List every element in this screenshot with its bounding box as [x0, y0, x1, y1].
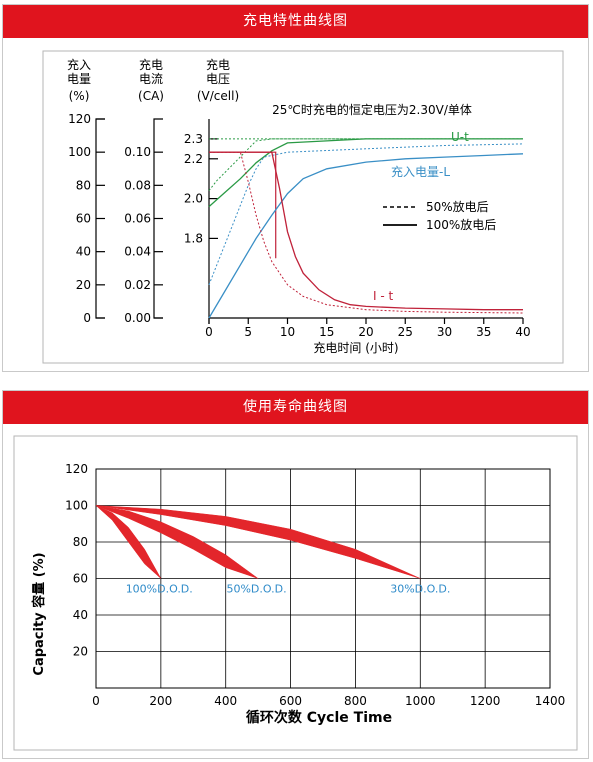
current-tick-label: 0.06 [124, 212, 151, 226]
current-axis-header-2: 电流 [139, 72, 163, 86]
soc-axis-header-2: 电量 [67, 72, 91, 86]
time-tick-label: 40 [515, 325, 530, 339]
life-x-tick-label: 400 [214, 694, 237, 708]
life-series-label: 50%D.O.D. [226, 583, 286, 596]
life-band-30dod [95, 505, 421, 579]
current-axis-header-3: (CA) [138, 89, 164, 103]
time-tick-label: 25 [398, 325, 413, 339]
life-chart-ylabel: Capacity 容量 (%) [31, 552, 47, 675]
life-x-tick-label: 0 [92, 694, 100, 708]
soc-curve-solid [208, 153, 524, 319]
voltage-curve-label: U-t [451, 130, 469, 144]
life-chart-frame [13, 435, 578, 751]
life-y-tick-label: 40 [73, 608, 88, 622]
life-y-tick-label: 120 [65, 462, 88, 476]
charging-chart-xlabel: 充电时间 (小时) [313, 340, 398, 355]
current-axis-header-1: 充电 [139, 57, 163, 72]
time-tick-label: 15 [319, 325, 334, 339]
soc-tick-label: 120 [68, 112, 91, 126]
current-curve-dashed [209, 151, 524, 314]
time-tick-label: 10 [280, 325, 295, 339]
time-tick-label: 30 [437, 325, 452, 339]
soc-tick-label: 100 [68, 145, 91, 159]
voltage-axis-header-3: (V/cell) [197, 89, 239, 103]
soc-curve-dashed [208, 143, 524, 285]
current-tick-label: 0.08 [124, 178, 151, 192]
life-series-label: 30%D.O.D. [390, 583, 450, 596]
soc-axis-header-1: 充入 [67, 57, 91, 72]
life-chart-title: 使用寿命曲线图 [3, 391, 588, 424]
time-tick-label: 20 [358, 325, 373, 339]
life-band-50dod [95, 505, 259, 579]
life-chart: 100%D.O.D. 50%D.O.D. 30%D.O.D. 0 200 400 600 8… [13, 435, 578, 751]
charging-chart-subtitle: 25℃时充电的恒定电压为2.30V/单体 [272, 102, 472, 117]
life-series-label: 100%D.O.D. [126, 583, 193, 596]
current-tick-label: 0.00 [124, 311, 151, 325]
soc-tick-label: 20 [76, 278, 91, 292]
voltage-tick-label: 2.2 [184, 152, 203, 166]
voltage-axis-header-2: 电压 [206, 72, 230, 86]
soc-axis-header-3: (%) [69, 89, 90, 103]
time-tick-label: 5 [244, 325, 252, 339]
life-y-tick-label: 20 [73, 645, 88, 659]
life-x-tick-label: 800 [344, 694, 367, 708]
legend-solid-label: 100%放电后 [426, 217, 496, 232]
current-tick-label: 0.02 [124, 278, 151, 292]
soc-tick-label: 60 [76, 212, 91, 226]
soc-tick-label: 40 [76, 245, 91, 259]
soc-tick-label: 0 [83, 311, 91, 325]
current-curve-label: I - t [373, 289, 393, 303]
life-x-tick-label: 1200 [470, 694, 501, 708]
life-x-tick-label: 1400 [535, 694, 566, 708]
time-tick-label: 35 [476, 325, 491, 339]
life-y-tick-label: 60 [73, 572, 88, 586]
life-x-tick-label: 600 [279, 694, 302, 708]
charging-chart-frame [42, 50, 564, 364]
charging-chart-title: 充电特性曲线图 [3, 5, 588, 38]
current-curve-solid [209, 151, 523, 311]
life-band-100dod [95, 505, 162, 579]
legend-dashed-label: 50%放电后 [426, 199, 489, 214]
soc-tick-label: 80 [76, 178, 91, 192]
voltage-tick-label: 2.3 [184, 132, 203, 146]
voltage-curve-dashed [208, 138, 523, 191]
life-x-tick-label: 1000 [405, 694, 436, 708]
current-tick-label: 0.04 [124, 245, 151, 259]
life-y-tick-label: 80 [73, 535, 88, 549]
constant-current-limit-line [209, 151, 277, 259]
life-chart-xlabel: 循环次数 Cycle Time [246, 709, 392, 726]
life-chart-panel: 使用寿命曲线图 100%D.O.D. 50%D.O.D. 30%D.O.D. 0 20… [2, 390, 589, 759]
charging-chart-panel: 充电特性曲线图 充入 电量 (%) 充电 电流 (CA) 充电 电压 (V/ce… [2, 4, 589, 372]
current-tick-label: 0.10 [124, 145, 151, 159]
voltage-tick-label: 2.0 [184, 192, 203, 206]
voltage-axis-header-1: 充电 [206, 57, 230, 72]
soc-curve-label: 充入电量-L [391, 164, 450, 179]
charging-chart: 充入 电量 (%) 充电 电流 (CA) 充电 电压 (V/cell) 25℃时… [42, 50, 564, 364]
time-tick-label: 0 [205, 325, 213, 339]
life-y-tick-label: 100 [65, 499, 88, 513]
life-x-tick-label: 200 [149, 694, 172, 708]
voltage-curve-solid [208, 138, 523, 208]
voltage-tick-label: 1.8 [184, 231, 203, 245]
